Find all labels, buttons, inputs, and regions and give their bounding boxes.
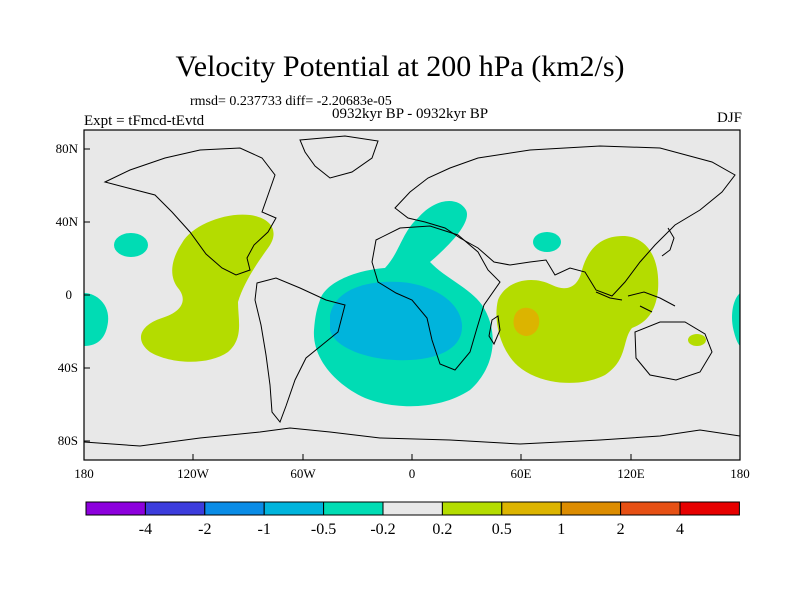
colorbar-labels: -4 -2 -1 -0.5 -0.2 0.2 0.5 1 2 4 <box>139 521 684 538</box>
lon-label-180w: 180 <box>74 466 94 481</box>
colorbar-swatch <box>382 501 443 516</box>
lon-label-180e: 180 <box>730 466 750 481</box>
lat-label-40n: 40N <box>56 214 79 229</box>
colorbar-label: 0.5 <box>492 521 512 538</box>
colorbar-swatch <box>85 501 146 516</box>
west-edge-negative-patch <box>84 293 109 346</box>
colorbar-label: 0.2 <box>432 521 452 538</box>
north-america-coast <box>103 147 277 276</box>
coastlines <box>84 135 740 447</box>
longitude-labels: 180 120W 60W 0 60E 120E 180 <box>74 466 750 481</box>
colorbar-label: 2 <box>617 521 625 538</box>
lon-label-60w: 60W <box>290 466 316 481</box>
velocity-field <box>84 130 740 460</box>
lon-label-0: 0 <box>409 466 416 481</box>
africa-coast <box>371 225 501 371</box>
colorbar-swatch <box>679 501 740 516</box>
plot-title: Velocity Potential at 200 hPa (km2/s) <box>175 50 625 83</box>
rmsd-diff-stats: rmsd= 0.237733 diff= -2.20683e-05 <box>190 94 392 109</box>
atlantic-negative-core <box>330 281 463 361</box>
experiment-label: Expt = tFmcd-tEvtd <box>84 113 205 129</box>
colorbar-swatch <box>323 501 384 516</box>
indian-ocean-positive-core <box>513 307 540 336</box>
season-label: DJF <box>716 110 742 126</box>
madagascar-coast <box>488 315 501 346</box>
colorbar-label: -0.5 <box>311 521 336 538</box>
australia-positive-patch <box>688 334 706 346</box>
map-ticks <box>83 148 741 460</box>
japan-coast <box>661 227 675 257</box>
lat-label-80s: 80S <box>58 433 78 448</box>
colorbar-swatch <box>144 501 206 516</box>
south-america-coast <box>254 277 346 423</box>
pacific-negative-patch <box>114 233 148 257</box>
greenland-coast <box>299 135 379 179</box>
colorbar-label: -4 <box>139 521 152 538</box>
colorbar-label: -1 <box>258 521 271 538</box>
indonesia-coast <box>595 291 676 313</box>
australia-coast <box>634 321 713 381</box>
lat-label-40s: 40S <box>58 360 78 375</box>
antarctica-coast <box>84 427 740 447</box>
colorbar-label: -0.2 <box>370 521 395 538</box>
colorbar-swatch <box>441 501 503 516</box>
eurasia-coast <box>394 145 736 297</box>
colorbar-label: 1 <box>557 521 565 538</box>
lon-label-60e: 60E <box>511 466 532 481</box>
period-subtitle: 0932kyr BP - 0932kyr BP <box>331 106 489 122</box>
east-edge-negative-patch <box>732 293 740 346</box>
colorbar-swatch <box>620 501 681 516</box>
indo-pacific-positive-region <box>496 235 659 383</box>
lon-label-120e: 120E <box>617 466 645 481</box>
colorbar-swatch <box>560 501 622 516</box>
colorbar-swatch <box>263 501 325 516</box>
lat-label-equator: 0 <box>66 287 73 302</box>
asia-negative-patch <box>533 232 561 252</box>
colorbar-label: -2 <box>198 521 211 538</box>
colorbar-label: 4 <box>676 521 684 538</box>
lon-label-120w: 120W <box>177 466 210 481</box>
americas-positive-region <box>140 214 274 362</box>
colorbar-swatch <box>501 501 562 516</box>
lat-label-80n: 80N <box>56 141 79 156</box>
colorbar-swatch <box>204 501 265 516</box>
latitude-labels: 80N 40N 0 40S 80S <box>56 141 79 448</box>
colorbar <box>85 501 740 516</box>
